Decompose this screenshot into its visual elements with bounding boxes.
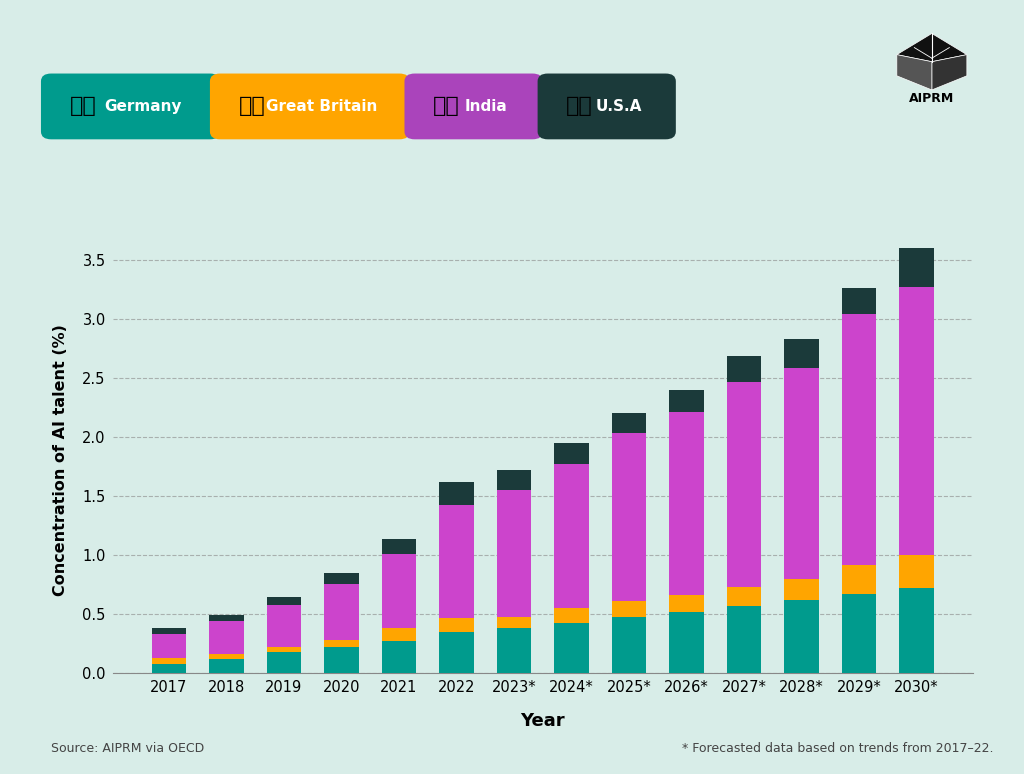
Bar xyxy=(670,389,703,412)
Bar xyxy=(727,587,761,606)
Bar xyxy=(152,635,186,658)
Text: AIPRM: AIPRM xyxy=(909,92,954,104)
Bar xyxy=(266,652,301,673)
Bar xyxy=(842,288,877,314)
Bar xyxy=(209,622,244,655)
Bar xyxy=(611,601,646,617)
Bar xyxy=(152,628,186,635)
Bar xyxy=(325,573,358,584)
Text: * Forecasted data based on trends from 2017–22.: * Forecasted data based on trends from 2… xyxy=(682,741,993,755)
Bar xyxy=(784,339,819,368)
Bar xyxy=(842,594,877,673)
Bar xyxy=(382,539,416,554)
Bar xyxy=(439,481,474,505)
Bar xyxy=(554,622,589,673)
Bar xyxy=(727,606,761,673)
Bar xyxy=(497,490,531,617)
X-axis label: Year: Year xyxy=(520,712,565,730)
Bar xyxy=(266,647,301,652)
Polygon shape xyxy=(897,55,932,90)
Bar xyxy=(727,382,761,587)
Bar xyxy=(554,608,589,622)
Bar xyxy=(899,241,934,286)
Bar xyxy=(899,555,934,588)
Bar xyxy=(152,664,186,673)
Bar xyxy=(209,655,244,659)
Bar xyxy=(382,554,416,628)
Bar xyxy=(670,412,703,595)
Text: India: India xyxy=(465,99,507,114)
Bar xyxy=(497,628,531,673)
Text: Great Britain: Great Britain xyxy=(266,99,378,114)
Bar xyxy=(209,615,244,622)
Bar xyxy=(842,564,877,594)
Text: Source: AIPRM via OECD: Source: AIPRM via OECD xyxy=(51,741,205,755)
Bar xyxy=(611,617,646,673)
Bar xyxy=(899,286,934,555)
Text: 🇺🇸: 🇺🇸 xyxy=(566,97,593,116)
Bar xyxy=(842,314,877,564)
Bar xyxy=(611,413,646,433)
Polygon shape xyxy=(932,55,967,90)
Bar xyxy=(325,640,358,647)
Text: 🇩🇪: 🇩🇪 xyxy=(70,97,96,116)
Bar xyxy=(152,658,186,664)
Bar xyxy=(784,579,819,600)
Bar xyxy=(439,505,474,618)
Bar xyxy=(439,632,474,673)
Bar xyxy=(325,647,358,673)
Polygon shape xyxy=(897,33,967,62)
Bar xyxy=(670,595,703,612)
Bar xyxy=(382,628,416,642)
Bar xyxy=(266,597,301,604)
Bar xyxy=(209,659,244,673)
Bar xyxy=(899,588,934,673)
Y-axis label: Concentration of AI talent (%): Concentration of AI talent (%) xyxy=(53,324,69,597)
Bar xyxy=(784,600,819,673)
Text: 🇮🇳: 🇮🇳 xyxy=(433,97,460,116)
Bar xyxy=(439,618,474,632)
Text: Country:: Country: xyxy=(51,79,122,97)
Text: Germany: Germany xyxy=(104,99,181,114)
Bar xyxy=(611,433,646,601)
Bar xyxy=(727,357,761,382)
Bar xyxy=(497,617,531,628)
Bar xyxy=(497,470,531,490)
Bar xyxy=(382,642,416,673)
Bar xyxy=(266,604,301,647)
Text: U.S.A: U.S.A xyxy=(596,99,642,114)
Bar xyxy=(554,443,589,464)
Bar xyxy=(670,612,703,673)
Bar xyxy=(554,464,589,608)
Bar xyxy=(784,368,819,579)
Text: 🇬🇧: 🇬🇧 xyxy=(239,97,265,116)
Bar xyxy=(325,584,358,640)
